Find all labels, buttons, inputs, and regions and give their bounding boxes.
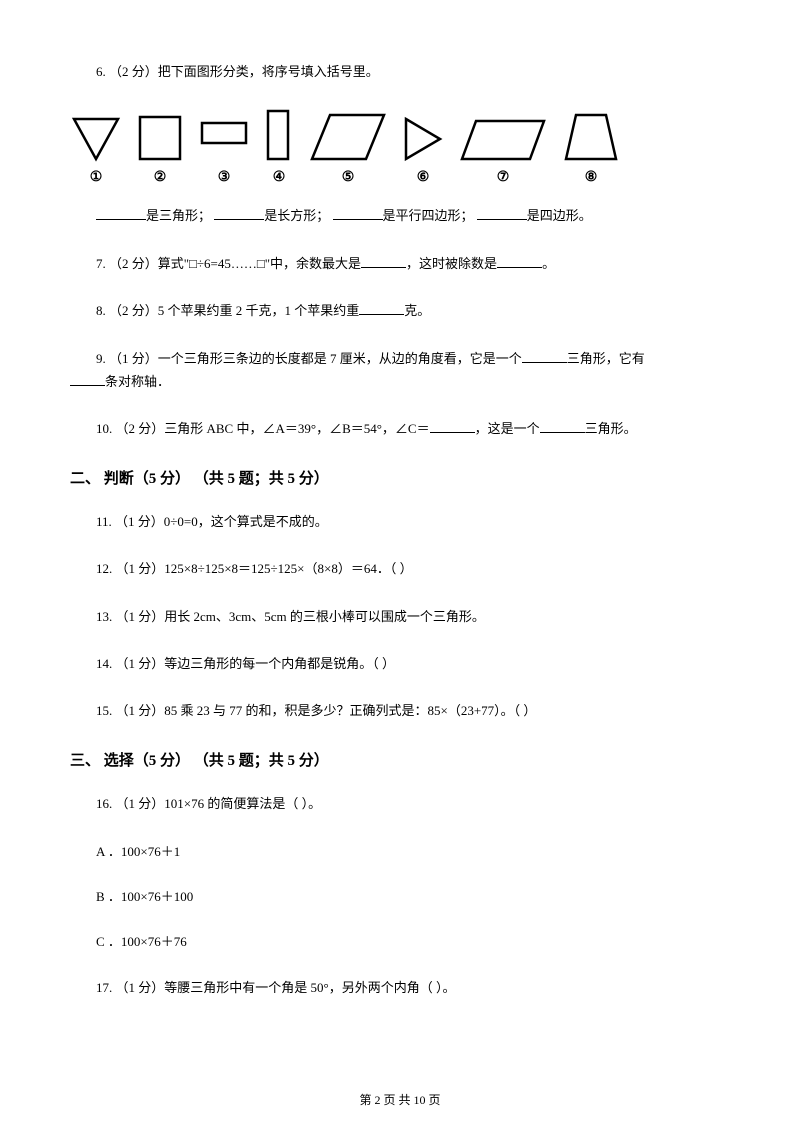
q6-fill: 是三角形； 是长方形； 是平行四边形； 是四边形。: [70, 204, 730, 227]
parallelogram-long-icon: [458, 117, 548, 163]
triangle-right-icon: [402, 115, 444, 163]
question-13: 13. （1 分）用长 2cm、3cm、5cm 的三根小棒可以围成一个三角形。: [70, 605, 730, 628]
triangle-inverted-icon: [70, 115, 122, 163]
rectangle-tall-icon: [264, 107, 294, 163]
q6-fill-3: 是平行四边形；: [383, 208, 474, 223]
section-3-header: 三、 选择（5 分） （共 5 题；共 5 分）: [70, 749, 730, 770]
shape-label-6: ⑥: [417, 169, 430, 186]
question-11: 11. （1 分）0÷0=0，这个算式是不成的。: [70, 510, 730, 533]
shape-label-3: ③: [218, 169, 231, 186]
question-15: 15. （1 分）85 乘 23 与 77 的和，积是多少？正确列式是：85×（…: [70, 699, 730, 722]
question-17: 17. （1 分）等腰三角形中有一个角是 50°，另外两个内角（ ）。: [70, 976, 730, 999]
q9-suffix: 条对称轴．: [105, 374, 170, 389]
blank: [70, 373, 105, 386]
blank: [361, 255, 406, 268]
question-10: 10. （2 分）三角形 ABC 中，∠A＝39°，∠B＝54°，∠C＝ ，这是一…: [70, 417, 730, 440]
shape-label-5: ⑤: [342, 169, 355, 186]
shape-label-8: ⑧: [585, 169, 598, 186]
shape-1: ①: [70, 115, 122, 186]
q10-mid: ，这是一个: [475, 421, 540, 436]
shapes-row: ① ② ③ ④ ⑤ ⑥ ⑦: [70, 107, 730, 186]
shape-7: ⑦: [458, 117, 548, 186]
question-12: 12. （1 分）125×8÷125×8＝125÷125×（8×8）＝64．（ …: [70, 557, 730, 580]
shape-2: ②: [136, 113, 184, 186]
q9-mid: 三角形，它有: [567, 351, 645, 366]
parallelogram-icon: [308, 111, 388, 163]
shape-8: ⑧: [562, 111, 620, 186]
blank: [540, 420, 585, 433]
blank: [522, 350, 567, 363]
shape-6: ⑥: [402, 115, 444, 186]
blank: [333, 207, 383, 220]
blank: [497, 255, 542, 268]
q8-prefix: 8. （2 分）5 个苹果约重 2 千克，1 个苹果约重: [96, 303, 359, 318]
q10-suffix: 三角形。: [585, 421, 637, 436]
question-8: 8. （2 分）5 个苹果约重 2 千克，1 个苹果约重 克。: [70, 299, 730, 322]
q7-suffix: 。: [542, 256, 555, 271]
page-footer: 第 2 页 共 10 页: [0, 1091, 800, 1108]
q7-mid: ，这时被除数是: [406, 256, 497, 271]
q7-prefix: 7. （2 分）算式"□÷6=45……□"中，余数最大是: [96, 256, 361, 271]
q8-suffix: 克。: [404, 303, 430, 318]
shape-label-4: ④: [273, 169, 286, 186]
shape-label-7: ⑦: [497, 169, 510, 186]
question-9: 9. （1 分）一个三角形三条边的长度都是 7 厘米，从边的角度看，它是一个 三角…: [70, 347, 730, 394]
q9-prefix: 9. （1 分）一个三角形三条边的长度都是 7 厘米，从边的角度看，它是一个: [96, 351, 522, 366]
rectangle-wide-icon: [198, 119, 250, 163]
q6-fill-4: 是四边形。: [527, 208, 592, 223]
question-14: 14. （1 分）等边三角形的每一个内角都是锐角。（ ）: [70, 652, 730, 675]
square-icon: [136, 113, 184, 163]
q16-option-a: A ．100×76＋1: [96, 841, 730, 860]
blank: [477, 207, 527, 220]
shape-label-1: ①: [90, 169, 103, 186]
blank: [359, 302, 404, 315]
question-16: 16. （1 分）101×76 的简便算法是（ ）。: [70, 792, 730, 815]
shape-label-2: ②: [154, 169, 167, 186]
q16-option-c: C ．100×76＋76: [96, 931, 730, 950]
shape-5: ⑤: [308, 111, 388, 186]
shape-3: ③: [198, 119, 250, 186]
question-6: 6. （2 分）把下面图形分类，将序号填入括号里。: [70, 60, 730, 83]
q6-fill-2: 是长方形；: [264, 208, 329, 223]
q10-prefix: 10. （2 分）三角形 ABC 中，∠A＝39°，∠B＝54°，∠C＝: [96, 421, 430, 436]
question-7: 7. （2 分）算式"□÷6=45……□"中，余数最大是 ，这时被除数是 。: [70, 252, 730, 275]
q6-fill-1: 是三角形；: [146, 208, 211, 223]
blank: [430, 420, 475, 433]
section-2-header: 二、 判断（5 分） （共 5 题；共 5 分）: [70, 467, 730, 488]
shape-4: ④: [264, 107, 294, 186]
blank: [214, 207, 264, 220]
blank: [96, 207, 146, 220]
q16-option-b: B ．100×76＋100: [96, 886, 730, 905]
q6-text: 6. （2 分）把下面图形分类，将序号填入括号里。: [96, 64, 379, 79]
trapezoid-icon: [562, 111, 620, 163]
